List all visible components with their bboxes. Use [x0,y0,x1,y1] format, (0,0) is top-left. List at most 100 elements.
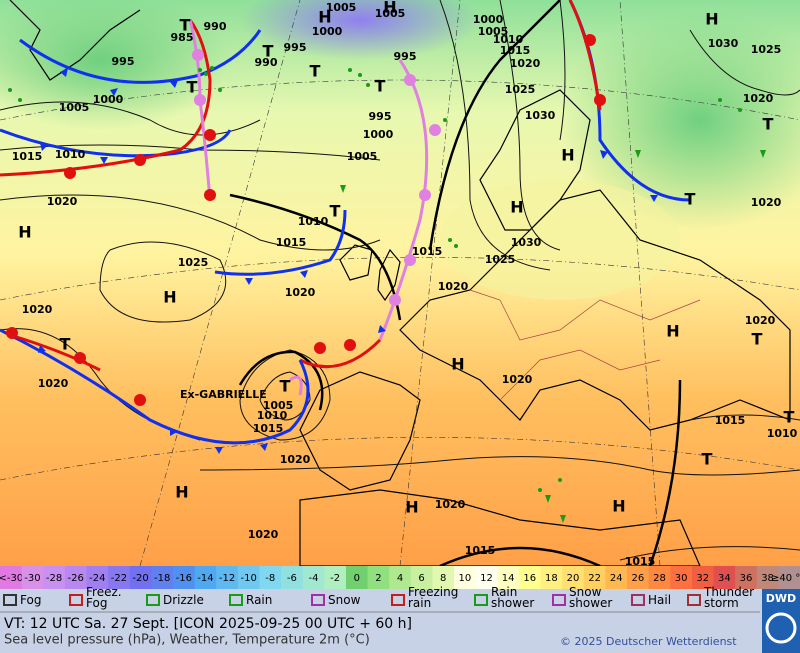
color-cell [345,566,369,589]
pressure-label: 1010 [493,33,524,46]
pressure-label: 1000 [312,25,343,38]
pressure-label: 1010 [55,148,86,161]
color-label: -6 [287,573,297,584]
pressure-label: 1005 [263,399,294,412]
legend-label: Snow shower [569,585,612,610]
color-label: 16 [523,573,536,584]
color-label: ≥40 °C [771,573,800,584]
color-label: 26 [631,573,644,584]
color-label: -4 [309,573,319,584]
description: Sea level pressure (hPa), Weather, Tempe… [4,633,370,648]
color-cell [86,566,109,589]
color-cell [129,566,152,589]
pressure-center: H [175,483,188,502]
color-label: 22 [588,573,601,584]
pressure-label: 1020 [438,280,469,293]
color-label: 2 [375,573,381,584]
copyright: © 2025 Deutscher Wetterdienst [560,635,737,648]
color-scale: <-30 -30 -28 -26 -24 -22 -20 -18 -16 -14 -12 -10 -8-… [0,566,800,589]
pressure-center: T [784,408,795,427]
logo-icon [765,612,797,644]
coastlines [9,0,791,567]
legend-icon [229,594,243,606]
pressure-label: 1010 [767,427,798,440]
color-label: 34 [718,573,731,584]
legend-icon [146,594,160,606]
pressure-center: H [318,8,331,27]
legend-icon [69,594,83,606]
legend-label: Freez. Fog [86,585,122,610]
pressure-label: 1030 [511,236,542,249]
pressure-label: 1015 [12,150,43,163]
pressure-label: 1020 [743,92,774,105]
color-label: -16 [176,573,192,584]
color-cell [43,566,66,589]
pressure-label: 1015 [412,245,443,258]
color-cell [713,566,736,589]
pressure-center: T [763,115,774,134]
color-cell [648,566,671,589]
pressure-label: 1015 [500,44,531,57]
pressure-label: 1005 [59,101,90,114]
legend-word: Thunder [703,585,754,599]
legend-word: Freezing [408,585,458,599]
color-label: 28 [653,573,666,584]
pressure-center: T [263,42,274,61]
pressure-center: H [612,497,625,516]
color-cell [756,566,779,589]
pressure-center: H [163,288,176,307]
color-label: -12 [219,573,235,584]
pressure-center: T [330,202,341,221]
legend-word: Snow [569,585,602,599]
color-label: 20 [567,573,580,584]
color-cell [302,566,325,589]
color-cell [108,566,131,589]
legend-word: shower [491,596,534,610]
legend-word: Rain [491,585,517,599]
footer-panel [0,589,800,653]
pressure-label: 1000 [363,128,394,141]
color-cell [691,566,715,589]
color-label: -2 [330,573,340,584]
legend-label: Fog [20,593,41,607]
color-cell [583,566,606,589]
color-cell [194,566,217,589]
pressure-label: 1005 [347,150,378,163]
color-cell [540,566,563,589]
color-cell [367,566,390,589]
legend-icon [552,594,566,606]
pressure-label: 1020 [435,498,466,511]
pressure-label: 1025 [178,256,209,269]
graticule [0,0,800,567]
pressure-center: T [375,77,386,96]
color-label: 12 [480,573,493,584]
logo-text: DWD [766,592,796,605]
pressure-label: 1025 [505,83,536,96]
color-cell [562,566,585,589]
color-cell [778,566,800,589]
pressure-label: 1005 [326,1,357,14]
pressure-center: T [310,62,321,81]
pressure-label: 1015 [253,422,284,435]
pressure-center: H [561,146,574,165]
pressure-label: 1010 [298,215,329,228]
color-label: 8 [440,573,446,584]
pressure-label: 1020 [502,373,533,386]
pressure-center: T [702,450,713,469]
color-label: 36 [740,573,753,584]
fronts [0,0,691,454]
legend-label: Thunder storm [703,585,754,610]
pressure-center: H [510,198,523,217]
color-cell [172,566,196,589]
legend-icon [391,594,405,606]
pressure-center: T [60,335,71,354]
color-cell [0,566,23,589]
color-label: 18 [545,573,558,584]
pressure-center: H [666,322,679,341]
color-cell [21,566,44,589]
color-cell [324,566,347,589]
color-label: 32 [696,573,709,584]
color-cell [64,566,87,589]
pressure-label: 1020 [285,286,316,299]
